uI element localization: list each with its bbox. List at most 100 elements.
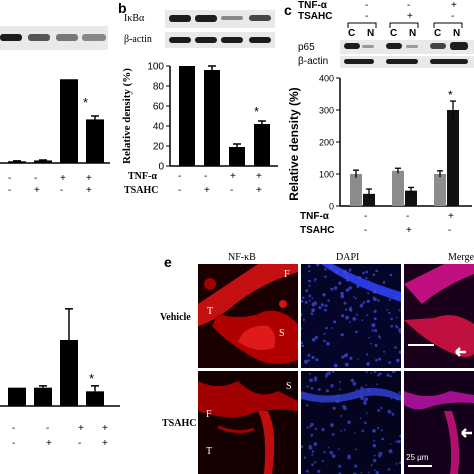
nucleus-dot xyxy=(307,353,311,357)
nucleus-dot xyxy=(376,426,380,430)
blot-p65 xyxy=(340,40,474,54)
sign: - xyxy=(364,211,368,222)
nucleus-dot xyxy=(355,396,358,398)
nucleus-dot xyxy=(396,326,399,329)
nucleus-dot xyxy=(301,445,304,448)
blot-band xyxy=(430,43,446,49)
nucleus-dot xyxy=(399,461,401,464)
nucleus-dot xyxy=(314,427,318,431)
significance-star: * xyxy=(89,371,94,386)
nucleus-dot xyxy=(330,384,334,388)
bar xyxy=(204,70,220,166)
micro-tsahc-dapi xyxy=(301,371,401,474)
nucleus-dot xyxy=(375,269,378,273)
nucleus-dot xyxy=(311,355,315,360)
bar xyxy=(86,391,104,406)
nucleus-dot xyxy=(361,319,364,322)
sign: + xyxy=(256,171,262,182)
nucleus-dot xyxy=(357,276,362,280)
cn-label: C xyxy=(390,28,398,39)
chart-left-bottom: * xyxy=(0,308,120,407)
nucleus-dot xyxy=(366,314,368,316)
blot-band xyxy=(430,59,468,64)
panel-c-top-label-tnf: TNF-α xyxy=(298,0,327,11)
nucleus-dot xyxy=(327,371,331,375)
nucleus-dot xyxy=(371,323,376,328)
nucleus-dot xyxy=(389,443,392,445)
nucleus-dot xyxy=(301,341,304,344)
nucleus-dot xyxy=(381,437,385,441)
blot-beta-actin-b xyxy=(165,32,275,48)
nucleus-dot xyxy=(315,358,319,362)
nucleus-dot xyxy=(373,371,377,373)
nucleus-dot xyxy=(323,332,326,335)
nucleus-dot xyxy=(357,358,359,360)
nucleus-dot xyxy=(370,342,372,345)
blot-band xyxy=(386,59,418,64)
nucleus-dot xyxy=(362,271,365,275)
nucleus-dot xyxy=(377,299,380,302)
nucleus-dot xyxy=(383,350,386,353)
nucleus-dot xyxy=(317,469,321,473)
nucleus-dot xyxy=(349,356,353,360)
nucleus-dot xyxy=(315,264,320,267)
nucleus-dot xyxy=(343,428,346,431)
nucleus-dot xyxy=(365,353,369,356)
nucleus-dot xyxy=(311,338,316,342)
y-tick-label: 80 xyxy=(153,82,165,93)
sign: - xyxy=(406,211,410,222)
nucleus-dot xyxy=(391,412,395,416)
nucleus-dot xyxy=(340,291,344,296)
nucleus-dot xyxy=(375,358,378,362)
nucleus-dot xyxy=(359,304,363,308)
nucleus-dot xyxy=(306,385,309,388)
nucleus-dot xyxy=(326,341,330,346)
nucleus-dot xyxy=(399,331,401,334)
sign: - xyxy=(451,11,455,22)
nucleus-dot xyxy=(340,333,344,337)
nucleus-dot xyxy=(310,422,314,427)
nucleus-dot xyxy=(339,381,342,383)
nucleus-dot xyxy=(328,264,331,266)
nucleus-dot xyxy=(347,420,351,425)
nucleus-dot xyxy=(307,264,311,268)
nucleus-dot xyxy=(305,469,309,473)
sign: + xyxy=(60,173,66,184)
y-tick-label: 100 xyxy=(319,170,334,180)
nucleus-dot xyxy=(314,444,316,447)
nucleus-dot xyxy=(390,397,393,400)
nucleus-dot xyxy=(350,378,355,383)
nucleus-dot xyxy=(398,309,401,312)
panel-letter-c: c xyxy=(284,2,292,18)
sign: - xyxy=(178,185,182,196)
nucleus-dot xyxy=(338,464,342,468)
sign: + xyxy=(256,185,262,196)
col-label-dapi: DAPI xyxy=(336,252,360,263)
panel-c-cn-brackets xyxy=(347,22,463,28)
nucleus-dot xyxy=(333,363,338,368)
bar xyxy=(8,161,26,163)
nucleus-dot xyxy=(302,296,305,299)
nucleus-dot xyxy=(364,397,369,401)
nucleus-dot xyxy=(343,269,347,274)
significance-star: * xyxy=(254,104,259,119)
nucleus-dot xyxy=(382,281,386,284)
tissue-label-f: F xyxy=(284,269,290,280)
nucleus-dot xyxy=(324,304,328,308)
nucleus-dot xyxy=(355,388,358,391)
nucleus-dot xyxy=(367,388,371,393)
nucleus-dot xyxy=(349,321,351,324)
panel-c-top-label-tsahc: TSAHC xyxy=(298,11,333,22)
nucleus-dot xyxy=(309,378,313,383)
cn-label: C xyxy=(434,28,442,39)
sign: + xyxy=(204,185,210,196)
nucleus-dot xyxy=(361,303,363,305)
nucleus-dot xyxy=(380,406,383,410)
nucleus-dot xyxy=(333,266,335,268)
nucleus-dot xyxy=(301,313,303,317)
y-tick-label: 0 xyxy=(329,202,334,212)
nucleus-dot xyxy=(304,301,308,304)
nucleus-dot xyxy=(378,451,383,456)
sign: - xyxy=(46,423,50,434)
nucleus-dot xyxy=(372,429,376,433)
